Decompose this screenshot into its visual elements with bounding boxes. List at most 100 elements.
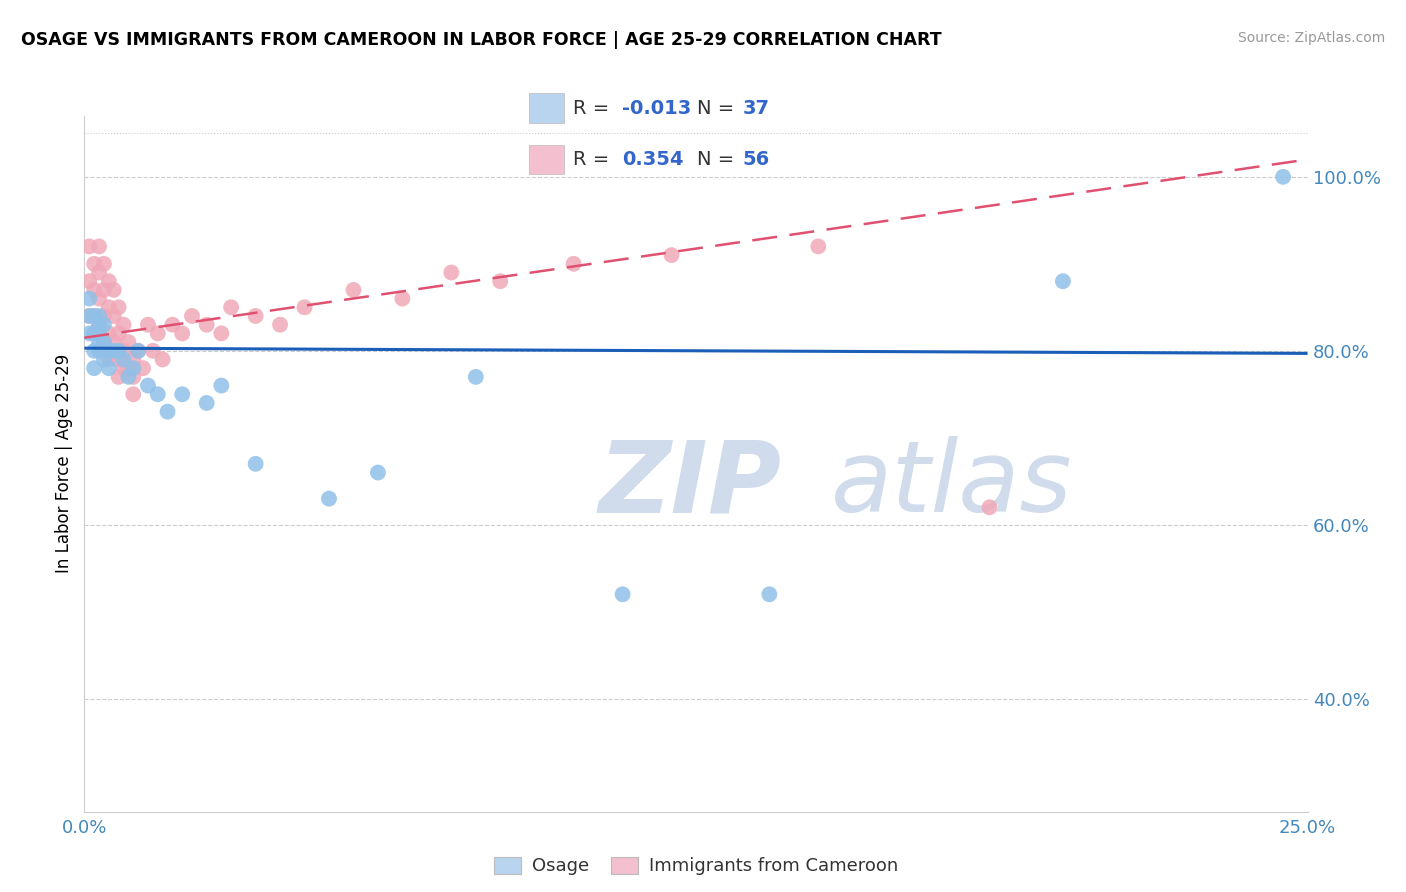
Point: [1272, 169, 1295, 184]
Point: [122, 352, 145, 367]
Point: [132, 361, 155, 376]
Point: [245, 309, 267, 323]
Point: [87, 334, 110, 349]
Point: [77, 239, 100, 253]
Point: [93, 334, 115, 349]
Point: [562, 257, 585, 271]
Point: [77, 309, 100, 323]
Point: [136, 378, 159, 392]
Point: [83, 343, 105, 358]
Text: ZIP: ZIP: [598, 436, 782, 533]
Text: OSAGE VS IMMIGRANTS FROM CAMEROON IN LABOR FORCE | AGE 25-29 CORRELATION CHART: OSAGE VS IMMIGRANTS FROM CAMEROON IN LAB…: [21, 31, 942, 49]
Point: [318, 491, 340, 506]
Point: [103, 334, 125, 349]
Point: [87, 318, 110, 332]
Text: R =: R =: [572, 150, 621, 169]
Point: [83, 309, 105, 323]
Point: [83, 283, 105, 297]
Text: N =: N =: [696, 99, 740, 118]
Point: [127, 343, 149, 358]
Point: [87, 343, 110, 358]
Point: [122, 387, 145, 401]
Point: [181, 309, 204, 323]
Point: [245, 457, 267, 471]
Point: [87, 266, 110, 280]
Point: [142, 343, 165, 358]
Point: [156, 405, 179, 419]
Point: [440, 266, 463, 280]
Point: [172, 326, 194, 341]
Point: [152, 352, 174, 367]
Point: [93, 318, 115, 332]
Point: [112, 361, 135, 376]
Point: [146, 387, 169, 401]
Point: [122, 361, 145, 376]
Point: [87, 326, 110, 341]
Text: N =: N =: [696, 150, 740, 169]
Point: [107, 369, 129, 384]
Text: -0.013: -0.013: [623, 99, 692, 118]
Point: [391, 292, 413, 306]
Text: 0.354: 0.354: [623, 150, 683, 169]
Point: [83, 309, 105, 323]
Point: [172, 387, 194, 401]
Point: [97, 352, 120, 367]
Point: [83, 326, 105, 341]
Text: 37: 37: [742, 99, 770, 118]
Point: [87, 318, 110, 332]
Point: [93, 283, 115, 297]
Point: [112, 343, 135, 358]
Point: [83, 257, 105, 271]
FancyBboxPatch shape: [530, 145, 564, 175]
Point: [367, 466, 389, 480]
Point: [117, 369, 139, 384]
Point: [489, 274, 512, 288]
Point: [219, 300, 242, 315]
Point: [93, 309, 115, 323]
Point: [112, 318, 135, 332]
Point: [1052, 274, 1074, 288]
Point: [209, 378, 232, 392]
FancyBboxPatch shape: [530, 93, 564, 123]
Legend: Osage, Immigrants from Cameroon: Osage, Immigrants from Cameroon: [486, 849, 905, 883]
Point: [195, 318, 218, 332]
Point: [979, 500, 1001, 515]
Point: [77, 274, 100, 288]
Point: [758, 587, 780, 601]
Text: atlas: atlas: [831, 436, 1073, 533]
Point: [269, 318, 291, 332]
Point: [209, 326, 232, 341]
Point: [107, 343, 129, 358]
Point: [195, 396, 218, 410]
Point: [117, 361, 139, 376]
Point: [93, 352, 115, 367]
Point: [77, 326, 100, 341]
Point: [93, 257, 115, 271]
Point: [83, 361, 105, 376]
Point: [87, 239, 110, 253]
Point: [97, 326, 120, 341]
Point: [294, 300, 316, 315]
Point: [107, 352, 129, 367]
Point: [136, 318, 159, 332]
Text: Source: ZipAtlas.com: Source: ZipAtlas.com: [1237, 31, 1385, 45]
Point: [97, 343, 120, 358]
Point: [807, 239, 830, 253]
Point: [77, 292, 100, 306]
Point: [112, 352, 135, 367]
Point: [97, 361, 120, 376]
Point: [87, 309, 110, 323]
Point: [127, 343, 149, 358]
Point: [162, 318, 184, 332]
Point: [117, 334, 139, 349]
Point: [122, 369, 145, 384]
Point: [612, 587, 634, 601]
Point: [103, 309, 125, 323]
Point: [97, 300, 120, 315]
Point: [146, 326, 169, 341]
Point: [87, 292, 110, 306]
Point: [107, 326, 129, 341]
Point: [77, 309, 100, 323]
Text: 56: 56: [742, 150, 770, 169]
Y-axis label: In Labor Force | Age 25-29: In Labor Force | Age 25-29: [55, 354, 73, 574]
